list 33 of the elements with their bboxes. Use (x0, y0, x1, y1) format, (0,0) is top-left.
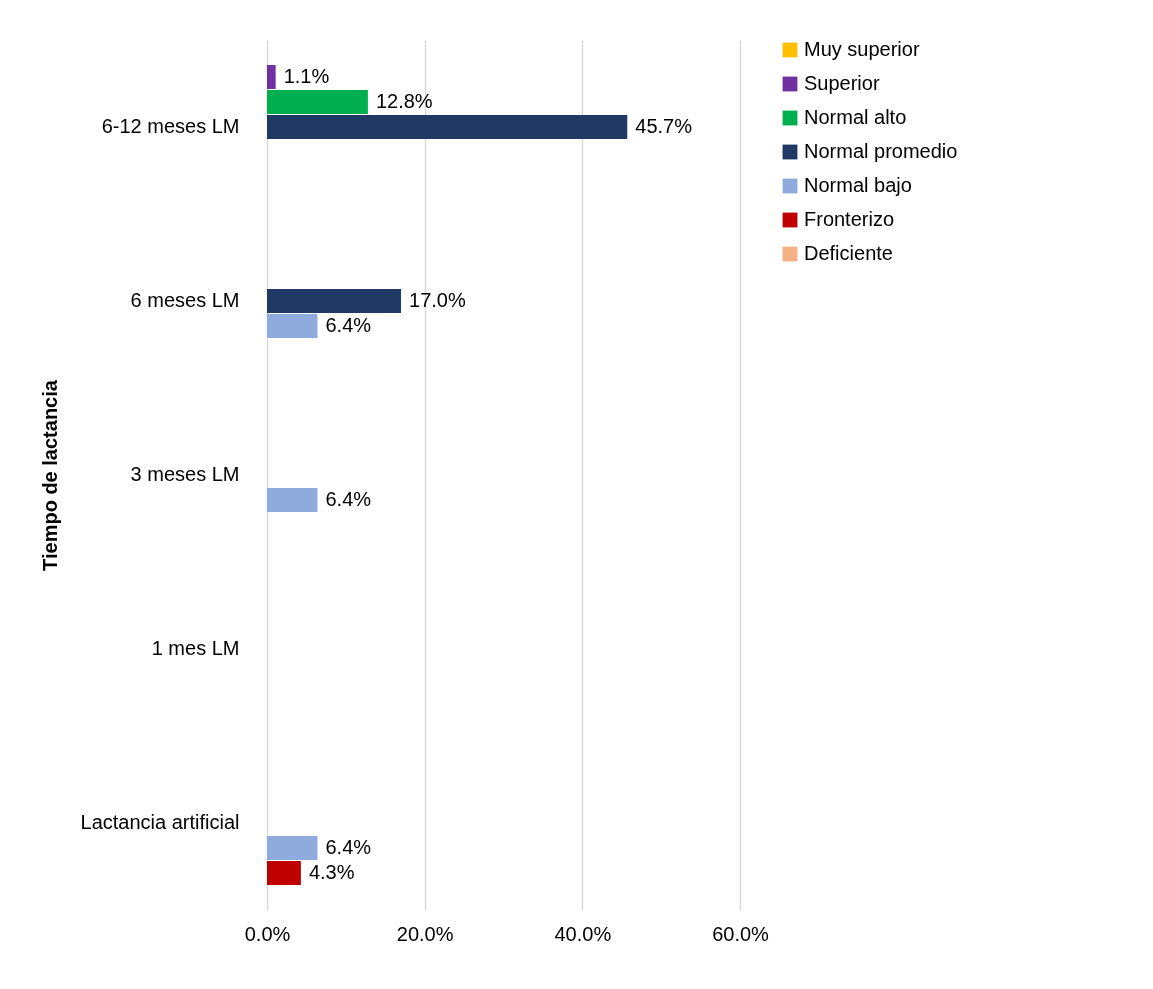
bar (267, 90, 368, 114)
x-tick-label: 0.0% (244, 922, 291, 945)
bar (267, 861, 301, 885)
bar (267, 488, 318, 512)
y-tick-label: 3 meses LM (130, 463, 240, 485)
y-axis-title: Tiempo de lactancia (38, 379, 61, 571)
bar (267, 65, 276, 89)
data-label: 12.8% (375, 90, 433, 112)
data-label: 6.4% (325, 836, 372, 858)
data-label: 45.7% (635, 115, 693, 137)
data-label: 17.0% (409, 289, 466, 311)
y-tick-label: 6 meses LM (130, 289, 240, 311)
bar (267, 836, 318, 860)
legend-label: Superior (804, 72, 880, 94)
data-label: 1.1% (283, 65, 330, 87)
bar (267, 314, 318, 338)
bar (267, 115, 628, 139)
legend-label: Normal bajo (804, 174, 912, 196)
legend-label: Normal alto (804, 106, 907, 128)
data-label: 6.4% (325, 314, 372, 336)
y-tick-label: 1 mes LM (151, 637, 240, 659)
legend-label: Normal promedio (804, 140, 958, 162)
x-tick-label: 20.0% (396, 922, 454, 945)
x-tick-label: 40.0% (554, 922, 612, 945)
legend-label: Fronterizo (804, 208, 895, 230)
y-tick-label: 6-12 meses LM (101, 115, 240, 137)
legend-label: Muy superior (804, 38, 920, 60)
bar (267, 289, 402, 313)
data-label: 6.4% (325, 488, 372, 510)
legend-label: Deficiente (804, 242, 893, 264)
x-tick-label: 60.0% (712, 922, 770, 945)
data-label: 4.3% (308, 861, 355, 883)
y-tick-label: Lactancia artificial (80, 811, 240, 833)
